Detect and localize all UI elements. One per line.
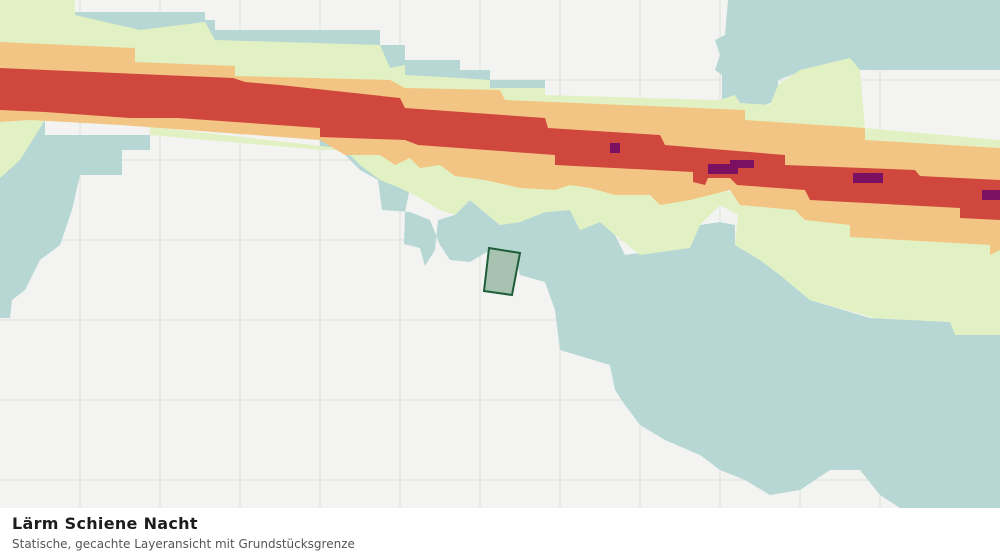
noise-area — [0, 110, 1000, 335]
noise-area — [0, 120, 150, 318]
noise-area — [715, 0, 1000, 105]
noise-area — [730, 160, 754, 168]
noise-zone-extreme — [610, 143, 1000, 200]
layer-subtitle: Statische, gecachte Layeransicht mit Gru… — [12, 537, 355, 551]
noise-zone-very-high — [0, 68, 1000, 220]
noise-area — [708, 164, 738, 174]
map — [0, 0, 1000, 508]
noise-area — [0, 68, 1000, 220]
noise-area — [320, 140, 1000, 508]
caption: Lärm Schiene Nacht Statische, gecachte L… — [0, 508, 1000, 560]
layer-title: Lärm Schiene Nacht — [12, 514, 198, 533]
noise-area — [982, 190, 1000, 200]
noise-area — [853, 173, 883, 183]
noise-area — [610, 143, 620, 153]
parcel-boundary — [482, 246, 522, 297]
